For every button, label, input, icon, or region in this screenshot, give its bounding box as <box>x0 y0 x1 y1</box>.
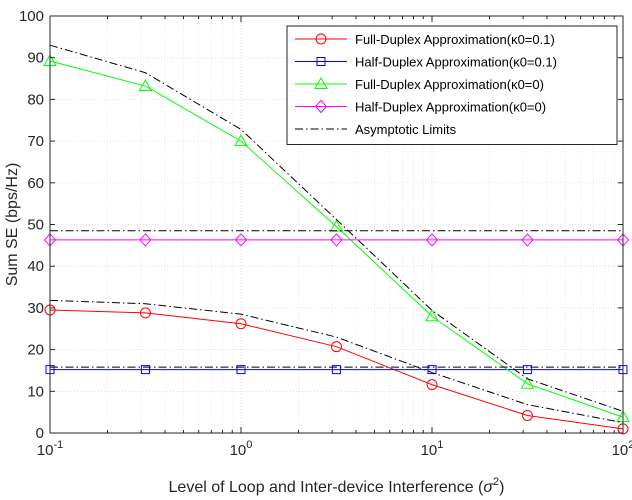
data-point <box>330 341 342 353</box>
y-tick-label: 100 <box>19 8 44 25</box>
y-tick-label: 40 <box>27 258 44 275</box>
legend-marker <box>314 99 328 114</box>
legend-entry: Half-Duplex Approximation(κ0=0.1) <box>355 55 557 70</box>
legend-entry: Full-Duplex Approximation(κ0=0) <box>355 77 544 92</box>
data-point <box>140 365 150 375</box>
data-point <box>521 233 534 247</box>
data-point <box>139 307 151 319</box>
axes: 0 10 20 30 40 50 60 70 80 90 100 10-1 100 101 102 Level… <box>4 8 632 496</box>
data-point <box>425 233 439 247</box>
y-tick-label: 30 <box>27 300 44 317</box>
y-tick-label: 90 <box>27 50 44 67</box>
data-point <box>138 79 153 92</box>
y-axis-label: Sum SE (bps/Hz) <box>4 163 21 287</box>
legend: Full-Duplex Approximation(κ0=0.1) Half-Du… <box>286 25 618 145</box>
series-line-0 <box>49 309 624 430</box>
legend-marker <box>314 76 328 89</box>
legend-box <box>286 25 618 145</box>
series-line-4 <box>49 44 624 412</box>
data-point <box>236 365 246 375</box>
data-point <box>139 233 152 247</box>
y-tick-label: 70 <box>27 133 44 150</box>
data-point <box>426 379 438 391</box>
data-point <box>427 365 437 375</box>
y-tick-label: 10 <box>27 383 44 400</box>
y-tick-label: 50 <box>27 217 44 234</box>
series-layer <box>43 44 630 435</box>
legend-entry: Full-Duplex Approximation(κ0=0.1) <box>355 32 555 47</box>
x-tick-label: 100 <box>230 439 253 459</box>
x-axis-label: Level of Loop and Inter-device Interfere… <box>169 476 505 496</box>
x-tick-label: 101 <box>421 439 444 459</box>
x-tick-label: 10-1 <box>37 439 63 459</box>
data-point <box>425 309 439 322</box>
legend-entry: Half-Duplex Approximation(κ0=0) <box>355 100 546 115</box>
x-tick-label: 102 <box>612 439 632 459</box>
data-point <box>234 134 248 147</box>
legend-entry: Asymptotic Limits <box>355 122 457 137</box>
legend-marker <box>316 57 326 66</box>
data-point <box>520 376 535 389</box>
y-tick-label: 0 <box>36 425 44 442</box>
data-point <box>521 409 533 421</box>
series-line-2 <box>49 60 624 418</box>
data-point <box>234 233 248 247</box>
legend-marker <box>315 33 327 45</box>
y-tick-label: 80 <box>27 91 44 108</box>
data-point <box>522 365 532 375</box>
y-tick-label: 60 <box>27 175 44 192</box>
data-point <box>235 318 247 330</box>
y-tick-label: 20 <box>27 342 44 359</box>
data-point <box>330 233 343 247</box>
data-point <box>331 365 341 375</box>
series-line-5 <box>49 299 624 424</box>
